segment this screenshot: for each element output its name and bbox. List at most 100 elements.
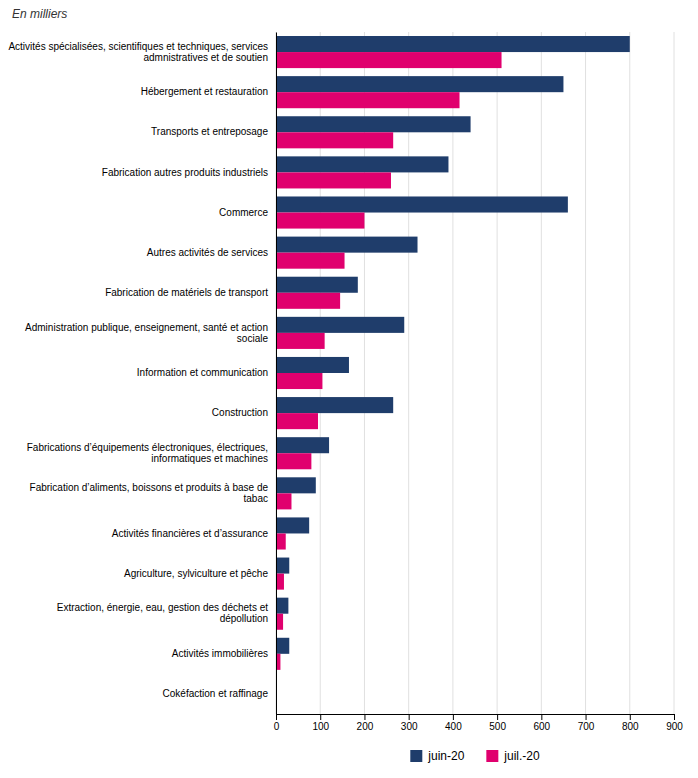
tick-label: 600	[533, 721, 550, 732]
tick-mark	[674, 714, 675, 720]
tick-mark	[364, 714, 365, 720]
bar	[276, 156, 448, 172]
tick-mark	[497, 714, 498, 720]
tick-mark	[453, 714, 454, 720]
tick-label: 700	[578, 721, 595, 732]
tick: 600	[533, 714, 550, 732]
chart: En milliers0100200300400500600700800900A…	[0, 0, 698, 778]
grid-line	[452, 32, 453, 714]
bar	[276, 614, 283, 630]
bar	[276, 253, 345, 269]
bar	[276, 533, 286, 549]
tick: Transports et entreposage	[151, 126, 268, 137]
tick: Cokéfaction et raffinage	[163, 688, 269, 699]
bar	[276, 36, 630, 52]
plot: 0 100 200 300 400 500 600 700 800 900 Activités sp…	[8, 32, 683, 732]
bar	[276, 333, 325, 349]
bar	[276, 116, 471, 132]
legend-item: juin-20	[410, 749, 464, 763]
tick-mark	[586, 714, 587, 720]
tick-label: Transports et entreposage	[151, 126, 268, 137]
tick-label: Activités immobilières	[172, 648, 268, 659]
tick-label-line: Activités financières et d’assurance	[112, 528, 269, 539]
tick: 900	[666, 714, 683, 732]
grid-line	[497, 32, 498, 714]
bar	[276, 397, 393, 413]
series	[276, 36, 630, 694]
tick-label: 900	[666, 721, 683, 732]
tick-label-line: Fabrication de matériels de transport	[105, 287, 268, 298]
x-axis: 0 100 200 300 400 500 600 700 800 900	[274, 714, 684, 732]
tick: Hébergement et restauration	[141, 86, 268, 97]
tick: 200	[357, 714, 374, 732]
tick-label-line: Agriculture, sylviculture et pêche	[124, 568, 268, 579]
tick: 0	[274, 714, 280, 732]
bars	[276, 36, 630, 710]
tick-label-line: Commerce	[219, 207, 268, 218]
bar	[276, 437, 329, 453]
bar	[276, 453, 311, 469]
tick-label-line: Fabrications d’équipements électroniques…	[27, 442, 268, 453]
bar	[276, 293, 340, 309]
tick: 400	[445, 714, 462, 732]
tick-label-line: Fabrication autres produits industriels	[102, 167, 268, 178]
y-axis: Activités spécialisées, scientifiques et…	[8, 33, 276, 715]
tick-label: 200	[357, 721, 374, 732]
bar	[276, 638, 289, 654]
tick-label-line: Information et communication	[137, 367, 268, 378]
tick-label: Autres activités de services	[147, 247, 268, 258]
tick-label: 100	[312, 721, 329, 732]
tick: Autres activités de services	[147, 247, 268, 258]
tick: Activités immobilières	[172, 648, 268, 659]
tick-label-line: Construction	[212, 407, 268, 418]
tick: 500	[489, 714, 506, 732]
tick-label-line: Transports et entreposage	[151, 126, 268, 137]
grid-line	[585, 32, 586, 714]
legend-label: juin-20	[427, 749, 464, 763]
tick-label-line: Administration publique, enseignement, s…	[25, 322, 268, 333]
tick-label-line: Cokéfaction et raffinage	[163, 688, 269, 699]
bar	[276, 477, 316, 493]
bar	[276, 574, 284, 590]
series	[276, 52, 502, 710]
legend-swatch	[410, 750, 422, 762]
grid-line	[276, 32, 277, 714]
tick-label-line: Activités spécialisées, scientifiques et…	[8, 41, 268, 52]
tick-label: Fabrications d’équipements électroniques…	[27, 442, 268, 464]
tick: Fabrication d’aliments, boissons et prod…	[30, 482, 269, 504]
tick-label-line: informatiques et machines	[151, 453, 268, 464]
tick-label: Cokéfaction et raffinage	[163, 688, 269, 699]
axis-domain	[277, 714, 675, 715]
tick-label-line: Autres activités de services	[147, 247, 268, 258]
tick: Construction	[212, 407, 268, 418]
tick: 300	[401, 714, 418, 732]
tick-label: Fabrication d’aliments, boissons et prod…	[30, 482, 269, 504]
legend-swatch	[486, 750, 498, 762]
tick-label: Administration publique, enseignement, s…	[25, 322, 268, 344]
tick-label: 0	[274, 721, 280, 732]
grid	[276, 32, 674, 714]
axis-domain	[276, 33, 277, 715]
tick-label: 500	[489, 721, 506, 732]
tick: Agriculture, sylviculture et pêche	[124, 568, 268, 579]
tick: 700	[578, 714, 595, 732]
bar	[276, 317, 404, 333]
bar	[276, 277, 358, 293]
tick-label: 400	[445, 721, 462, 732]
tick-label-line: Extraction, énergie, eau, gestion des dé…	[57, 602, 268, 613]
tick: Activités spécialisées, scientifiques et…	[8, 41, 268, 63]
bar	[276, 237, 418, 253]
tick-mark	[409, 714, 410, 720]
tick-label-line: Hébergement et restauration	[141, 86, 268, 97]
bar	[276, 213, 364, 229]
bar	[276, 517, 309, 533]
tick-label: 300	[401, 721, 418, 732]
tick: Fabrications d’équipements électroniques…	[27, 442, 268, 464]
legend: juin-20juil.-20	[410, 749, 540, 763]
tick: 800	[622, 714, 639, 732]
tick-label-line: admnistratives et de soutien	[143, 52, 268, 63]
bar	[276, 357, 349, 373]
bar	[276, 92, 460, 108]
grid-line	[674, 32, 675, 714]
tick-mark	[541, 714, 542, 720]
